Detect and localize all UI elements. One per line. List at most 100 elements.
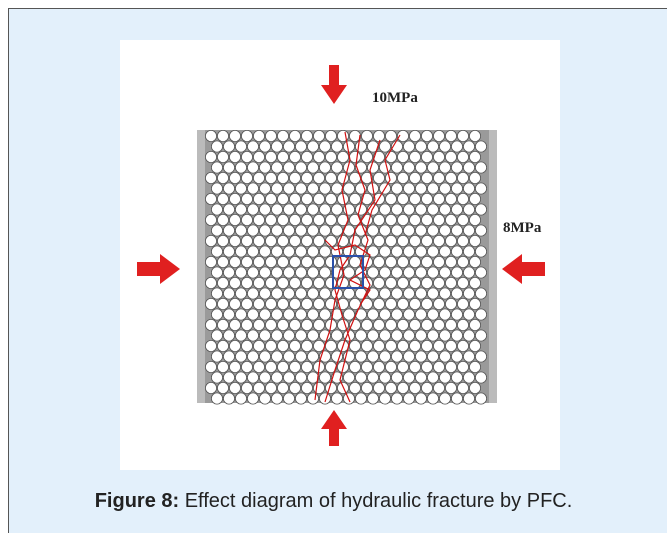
right-wall (489, 130, 497, 403)
particle (457, 172, 468, 183)
particle (265, 214, 276, 225)
particle (427, 393, 438, 404)
particle (385, 214, 396, 225)
particle (457, 361, 468, 372)
particle (427, 162, 438, 173)
particle (235, 288, 246, 299)
particle (433, 340, 444, 351)
particle (421, 361, 432, 372)
particle (277, 256, 288, 267)
particle (223, 330, 234, 341)
particle (313, 172, 324, 183)
particle (325, 235, 336, 246)
particle (253, 277, 264, 288)
particle (403, 330, 414, 341)
particle (229, 130, 240, 141)
particle (277, 382, 288, 393)
particle (295, 141, 306, 152)
particle (289, 214, 300, 225)
particle (265, 382, 276, 393)
particle (367, 393, 378, 404)
particle (319, 372, 330, 383)
particle (289, 340, 300, 351)
particle (223, 225, 234, 236)
particle (475, 393, 486, 404)
particle (253, 214, 264, 225)
particle (319, 183, 330, 194)
particle (241, 130, 252, 141)
particle (403, 225, 414, 236)
particle (457, 193, 468, 204)
particle (457, 235, 468, 246)
particle (313, 193, 324, 204)
particle (217, 277, 228, 288)
particle (205, 256, 216, 267)
particle (271, 351, 282, 362)
particle (253, 319, 264, 330)
particle (379, 204, 390, 215)
particle (217, 361, 228, 372)
particle (427, 309, 438, 320)
particle (295, 246, 306, 257)
particle (421, 319, 432, 330)
particle (211, 162, 222, 173)
particle (259, 393, 270, 404)
particle (211, 246, 222, 257)
particle (451, 246, 462, 257)
particle (259, 351, 270, 362)
particle (247, 246, 258, 257)
particle (307, 162, 318, 173)
particle (439, 246, 450, 257)
particle (343, 267, 354, 278)
particle (397, 172, 408, 183)
particle (331, 393, 342, 404)
particle (211, 225, 222, 236)
particle (217, 235, 228, 246)
particle (421, 214, 432, 225)
particle (385, 340, 396, 351)
pfc-diagram (120, 40, 560, 470)
particle (379, 351, 390, 362)
particle (325, 214, 336, 225)
particle (313, 256, 324, 267)
particle (385, 319, 396, 330)
particle (361, 319, 372, 330)
particle (235, 183, 246, 194)
particle (439, 204, 450, 215)
particle (277, 151, 288, 162)
particle (445, 214, 456, 225)
particle (415, 288, 426, 299)
particle (289, 151, 300, 162)
particle (349, 340, 360, 351)
particle (451, 267, 462, 278)
particle (331, 225, 342, 236)
particle (319, 267, 330, 278)
particle (427, 288, 438, 299)
particle (403, 351, 414, 362)
particle (427, 267, 438, 278)
particle (385, 361, 396, 372)
particle (355, 309, 366, 320)
particle (397, 277, 408, 288)
particle (259, 309, 270, 320)
particle (409, 319, 420, 330)
particle (229, 235, 240, 246)
particle (217, 172, 228, 183)
particle (445, 340, 456, 351)
particle (259, 141, 270, 152)
particle (283, 330, 294, 341)
particle (205, 298, 216, 309)
particle (403, 183, 414, 194)
side-pressure-label: 8MPa (503, 220, 541, 237)
particle (439, 183, 450, 194)
particle (421, 256, 432, 267)
particle (223, 267, 234, 278)
particle (463, 330, 474, 341)
particle (307, 246, 318, 257)
particle (397, 256, 408, 267)
particle (385, 235, 396, 246)
particle (247, 351, 258, 362)
particle (235, 309, 246, 320)
particle (271, 309, 282, 320)
particle (235, 372, 246, 383)
